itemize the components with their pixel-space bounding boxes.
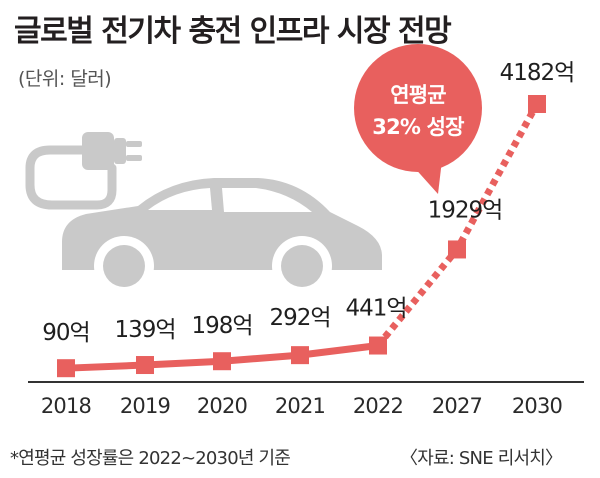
label-layer: 90억 139억 198억 292억 441억 1929억 4182억 [42, 60, 575, 346]
callout-line-2: 32% 성장 [372, 115, 464, 139]
x-tick-2030: 2030 [512, 394, 562, 418]
value-label-2018: 90억 [42, 320, 89, 346]
data-point-2022 [369, 336, 387, 355]
x-tick-2022: 2022 [353, 394, 403, 418]
electric-car-with-plug-icon [25, 132, 382, 296]
callout-line-1: 연평균 [390, 83, 446, 107]
value-label-2021: 292억 [269, 305, 330, 331]
data-point-2020 [213, 352, 231, 371]
x-tick-2021: 2021 [275, 394, 325, 418]
data-point-2019 [136, 356, 154, 375]
tick-layer: 2018 2019 2020 2021 2022 2027 2030 [41, 394, 563, 418]
marker-layer [57, 95, 546, 378]
x-tick-2020: 2020 [197, 394, 247, 418]
growth-callout: 연평균 32% 성장 [354, 44, 482, 194]
x-tick-2018: 2018 [41, 394, 91, 418]
value-label-2020: 198억 [191, 313, 252, 339]
data-point-2030 [528, 95, 546, 113]
chart-title: 글로벌 전기차 충전 인프라 시장 전망 [14, 14, 452, 49]
value-label-2022: 441억 [345, 296, 406, 322]
data-point-2027 [448, 240, 466, 259]
x-tick-2019: 2019 [120, 394, 170, 418]
x-tick-2027: 2027 [432, 394, 482, 418]
unit-label: (단위: 달러) [18, 68, 112, 90]
value-label-2019: 139억 [114, 317, 175, 343]
source-credit: 〈자료: SNE 리서치〉 [400, 448, 563, 469]
value-label-2027: 1929억 [428, 197, 503, 223]
data-point-2021 [291, 346, 309, 365]
data-point-2018 [57, 359, 75, 378]
footnote: *연평균 성장률은 2022~2030년 기준 [10, 448, 291, 469]
value-label-2030: 4182억 [500, 60, 575, 86]
